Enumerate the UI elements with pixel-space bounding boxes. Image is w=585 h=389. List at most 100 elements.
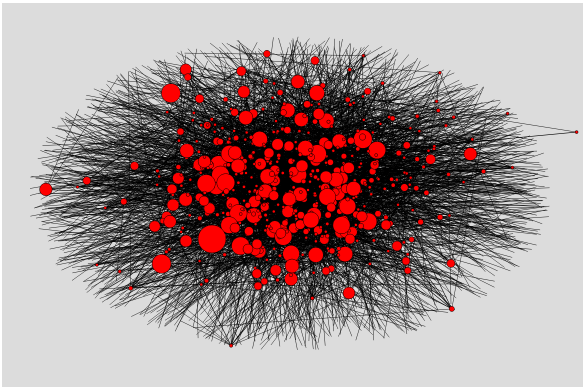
- graph-node: [310, 296, 315, 301]
- graph-node: [300, 253, 305, 257]
- graph-node: [176, 127, 185, 136]
- graph-edge: [411, 96, 431, 160]
- graph-node: [311, 270, 316, 275]
- graph-edge: [71, 174, 221, 281]
- graph-node: [297, 129, 302, 133]
- graph-node: [163, 215, 177, 229]
- graph-node: [389, 176, 394, 182]
- graph-edge: [86, 67, 242, 181]
- graph-node: [417, 129, 422, 133]
- graph-node: [396, 203, 400, 207]
- graph-node: [275, 129, 280, 134]
- graph-node: [237, 85, 251, 99]
- graph-node: [362, 204, 367, 209]
- graph-node: [451, 115, 456, 120]
- graph-node: [408, 182, 412, 187]
- graph-node: [340, 153, 347, 160]
- graph-node: [283, 126, 292, 134]
- graph-node: [220, 126, 225, 130]
- graph-node: [184, 73, 192, 81]
- graph-node: [341, 137, 346, 142]
- graph-node: [355, 239, 359, 243]
- graph-node: [432, 144, 437, 149]
- graph-edge: [344, 164, 453, 310]
- graph-node: [395, 150, 402, 157]
- graph-node: [254, 184, 259, 188]
- graph-node: [294, 217, 299, 221]
- graph-edge: [403, 171, 470, 243]
- graph-node: [404, 266, 412, 275]
- graph-edge: [34, 162, 212, 209]
- graph-node: [243, 137, 248, 142]
- graph-node: [312, 118, 318, 125]
- graph-node: [280, 109, 287, 116]
- graph-edge: [404, 167, 513, 188]
- graph-node: [259, 186, 264, 191]
- graph-edge: [416, 114, 499, 189]
- graph-node: [229, 107, 233, 111]
- graph-node: [426, 148, 431, 153]
- graph-node: [306, 130, 311, 135]
- graph-node: [438, 70, 442, 75]
- graph-node: [215, 212, 220, 217]
- graph-node: [167, 247, 172, 252]
- graph-edge: [312, 260, 407, 299]
- graph-node: [177, 138, 181, 143]
- graph-node: [261, 202, 266, 207]
- graph-node: [343, 143, 348, 148]
- graph-node: [470, 137, 475, 142]
- graph-node: [408, 126, 413, 130]
- graph-node: [249, 175, 254, 180]
- graph-node: [335, 145, 340, 150]
- graph-edge: [263, 178, 294, 205]
- graph-node: [363, 180, 367, 185]
- graph-edge: [412, 210, 436, 306]
- graph-node: [436, 108, 441, 113]
- graph-node: [376, 177, 381, 181]
- graph-node: [155, 183, 159, 187]
- graph-node: [342, 286, 356, 300]
- graph-edge: [180, 320, 232, 346]
- graph-edge: [59, 201, 225, 255]
- graph-node: [283, 140, 295, 152]
- graph-edge: [264, 102, 459, 147]
- graph-node: [269, 171, 275, 177]
- graph-node: [390, 182, 396, 188]
- graph-node: [414, 156, 420, 162]
- graph-node: [448, 306, 455, 312]
- graph-node: [408, 175, 413, 180]
- graph-node: [242, 243, 254, 255]
- graph-node: [291, 185, 296, 190]
- graph-node: [324, 160, 328, 165]
- graph-node: [165, 110, 169, 114]
- graph-node: [229, 222, 241, 234]
- graph-node: [39, 182, 53, 196]
- graph-edge: [347, 198, 523, 214]
- graph-node: [187, 213, 192, 218]
- graph-edge: [130, 279, 278, 289]
- graph-edge: [345, 130, 420, 189]
- graph-edge: [290, 274, 418, 330]
- graph-node: [357, 222, 364, 230]
- graph-edge: [316, 92, 344, 164]
- graph-node: [369, 192, 373, 196]
- graph-edge: [160, 92, 281, 153]
- graph-node: [82, 176, 92, 185]
- graph-node: [222, 252, 227, 257]
- graph-node: [574, 130, 579, 134]
- graph-node: [347, 136, 355, 145]
- graph-edge: [158, 113, 319, 177]
- graph-node: [362, 118, 366, 122]
- graph-edge: [45, 76, 119, 190]
- graph-node: [272, 247, 276, 251]
- graph-node: [166, 183, 178, 195]
- graph-edge: [185, 199, 276, 271]
- graph-node: [413, 185, 420, 192]
- graph-node: [270, 95, 275, 100]
- graph-edge: [439, 217, 443, 247]
- graph-node: [230, 158, 246, 174]
- graph-node: [336, 253, 341, 257]
- graph-node: [308, 179, 312, 184]
- graph-node: [242, 185, 246, 189]
- graph-node: [253, 222, 258, 226]
